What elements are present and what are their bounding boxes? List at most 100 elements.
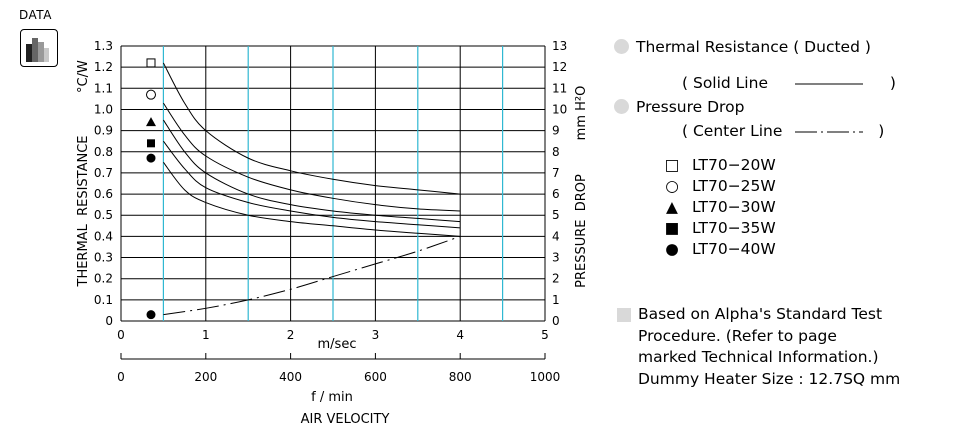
- legend-model-row: ▲ LT70−30W: [664, 198, 776, 216]
- y-right-axis-label: PRESSURE DROP: [574, 174, 589, 288]
- legend-model-label: LT70−40W: [692, 240, 776, 258]
- y-left-tick-label: 0.8: [94, 145, 113, 159]
- legend-marker-icon: □: [664, 156, 680, 174]
- legend-model-label: LT70−20W: [692, 156, 776, 174]
- legend-model-label: LT70−30W: [692, 198, 776, 216]
- y-left-tick-label: 0.2: [94, 272, 113, 286]
- y-right-tick-label: 7: [552, 166, 560, 180]
- legend-solid-open: ( Solid Line: [682, 74, 768, 92]
- chart-grid: [120, 45, 546, 322]
- series-line: [162, 62, 461, 195]
- y-left-tick-label: 1.1: [94, 81, 113, 95]
- thermal-pressure-chart: 0 0.1 0.2 0.3 0.4 0.5 0.6 0.7 0.8 0.9 1.0 1.1 1.2 1.3…: [76, 39, 589, 427]
- legend-marker-icon: ●: [665, 240, 679, 258]
- legend-solid-row: ( Solid Line ): [682, 74, 896, 92]
- legend-thermal-row: Thermal Resistance ( Ducted ): [614, 38, 871, 56]
- series-marker: [146, 58, 156, 68]
- y-left-tick-label: 0.7: [94, 166, 113, 180]
- y-left-tick-label: 1.0: [94, 102, 113, 116]
- y-right-tick-label: 8: [552, 145, 560, 159]
- y-left-tick-label: 0.5: [94, 208, 113, 222]
- series-line: [163, 162, 461, 237]
- x-secondary-tick-label: 400: [279, 370, 302, 384]
- y-left-tick-label: 1.3: [94, 39, 113, 53]
- solid-line-sample: [794, 83, 863, 84]
- y-right-tick-label: 1: [552, 293, 560, 307]
- y-right-tick-label: 13: [552, 39, 567, 53]
- data-badge: DATA: [18, 8, 62, 67]
- series-line: [163, 140, 461, 229]
- y-left-tick-label: 0.1: [94, 293, 113, 307]
- series-marker: [146, 153, 156, 163]
- legend-thermal-title: Thermal Resistance ( Ducted ): [636, 38, 871, 56]
- legend-pressure-row: Pressure Drop: [614, 98, 744, 116]
- legend-dot-icon: [614, 39, 629, 54]
- series-line: [162, 102, 461, 212]
- legend-dot-icon: [614, 99, 629, 114]
- x-primary-tick-label: 3: [372, 328, 380, 342]
- legend-marker-icon: ▲: [666, 198, 678, 216]
- legend-model-row: ● LT70−40W: [664, 240, 776, 258]
- legend-model-label: LT70−35W: [692, 219, 776, 237]
- badge-label: DATA: [19, 8, 52, 22]
- y-left-tick-label: 0: [105, 314, 113, 328]
- note-square-icon: [617, 308, 631, 322]
- y-left-tick-label: 0.9: [94, 124, 113, 138]
- x-secondary-tick-label: 0: [117, 370, 125, 384]
- series-marker: [147, 139, 155, 148]
- legend-marker-icon: ■: [664, 219, 680, 237]
- chart-curves: [162, 62, 461, 316]
- y-left-tick-label: 0.3: [94, 251, 113, 265]
- y-right-unit: mm H²O: [574, 86, 589, 141]
- y-right-tick-label: 6: [552, 187, 560, 201]
- y-right-tick-label: 3: [552, 251, 560, 265]
- x-primary-axis-label: m/sec: [318, 337, 357, 352]
- y-left-axis-label: THERMAL RESISTANCE: [76, 135, 91, 287]
- bar-chart-icon: [20, 29, 58, 67]
- legend-pressure-title: Pressure Drop: [636, 98, 745, 116]
- y-right-tick-label: 5: [552, 208, 560, 222]
- x-secondary-axis-label: f / min: [311, 390, 353, 405]
- y-right-tick-label: 2: [552, 272, 560, 286]
- legend-model-label: LT70−25W: [692, 177, 776, 195]
- x-secondary-tick-label: 1000: [530, 370, 561, 384]
- note-line: Dummy Heater Size : 12.7SQ mm: [638, 369, 901, 388]
- series-marker: [146, 310, 156, 320]
- y-right-tick-label: 11: [552, 81, 567, 95]
- y-right-tick-label: 12: [552, 60, 567, 74]
- legend-model-row: ■ LT70−35W: [664, 219, 776, 237]
- legend-center-open: ( Center Line: [682, 122, 783, 140]
- x-primary-tick-label: 4: [456, 328, 464, 342]
- note-line: Based on Alpha's Standard Test: [638, 305, 883, 323]
- y-left-unit: °C/W: [76, 60, 91, 93]
- x-primary-tick-label: 5: [541, 328, 549, 342]
- center-line-sample: [795, 131, 864, 132]
- chart-ticks: 0 0.1 0.2 0.3 0.4 0.5 0.6 0.7 0.8 0.9 1.0 1.1 1.2 1.3…: [94, 39, 567, 384]
- legend-center-close: ): [878, 122, 885, 140]
- series-marker: [146, 89, 156, 100]
- legend-solid-close: ): [889, 74, 896, 92]
- y-right-tick-label: 9: [552, 124, 560, 138]
- x-secondary-tick-label: 200: [194, 370, 217, 384]
- y-left-tick-label: 0.6: [94, 187, 113, 201]
- x-secondary-tick-label: 800: [449, 370, 472, 384]
- series-line: [162, 119, 461, 223]
- y-right-tick-label: 0: [552, 314, 560, 328]
- legend-marker-icon: ○: [665, 177, 679, 195]
- y-right-tick-label: 10: [552, 102, 567, 116]
- x-primary-tick-label: 2: [287, 328, 295, 342]
- x-primary-tick-label: 0: [117, 328, 125, 342]
- x-axis-title: AIR VELOCITY: [301, 412, 390, 427]
- x-secondary-tick-label: 600: [364, 370, 387, 384]
- legend-model-row: □ LT70−20W: [664, 156, 776, 174]
- y-right-tick-label: 4: [552, 229, 560, 243]
- series-marker: [146, 117, 156, 127]
- legend-center-row: ( Center Line ): [682, 122, 884, 140]
- chart-markers: [146, 58, 156, 320]
- y-left-tick-label: 0.4: [94, 229, 113, 243]
- legend-model-row: ○ LT70−25W: [664, 177, 776, 195]
- y-left-tick-label: 1.2: [94, 60, 113, 74]
- note-line: marked Technical Information.): [638, 348, 879, 366]
- series-line: [163, 235, 461, 316]
- x-primary-tick-label: 1: [202, 328, 210, 342]
